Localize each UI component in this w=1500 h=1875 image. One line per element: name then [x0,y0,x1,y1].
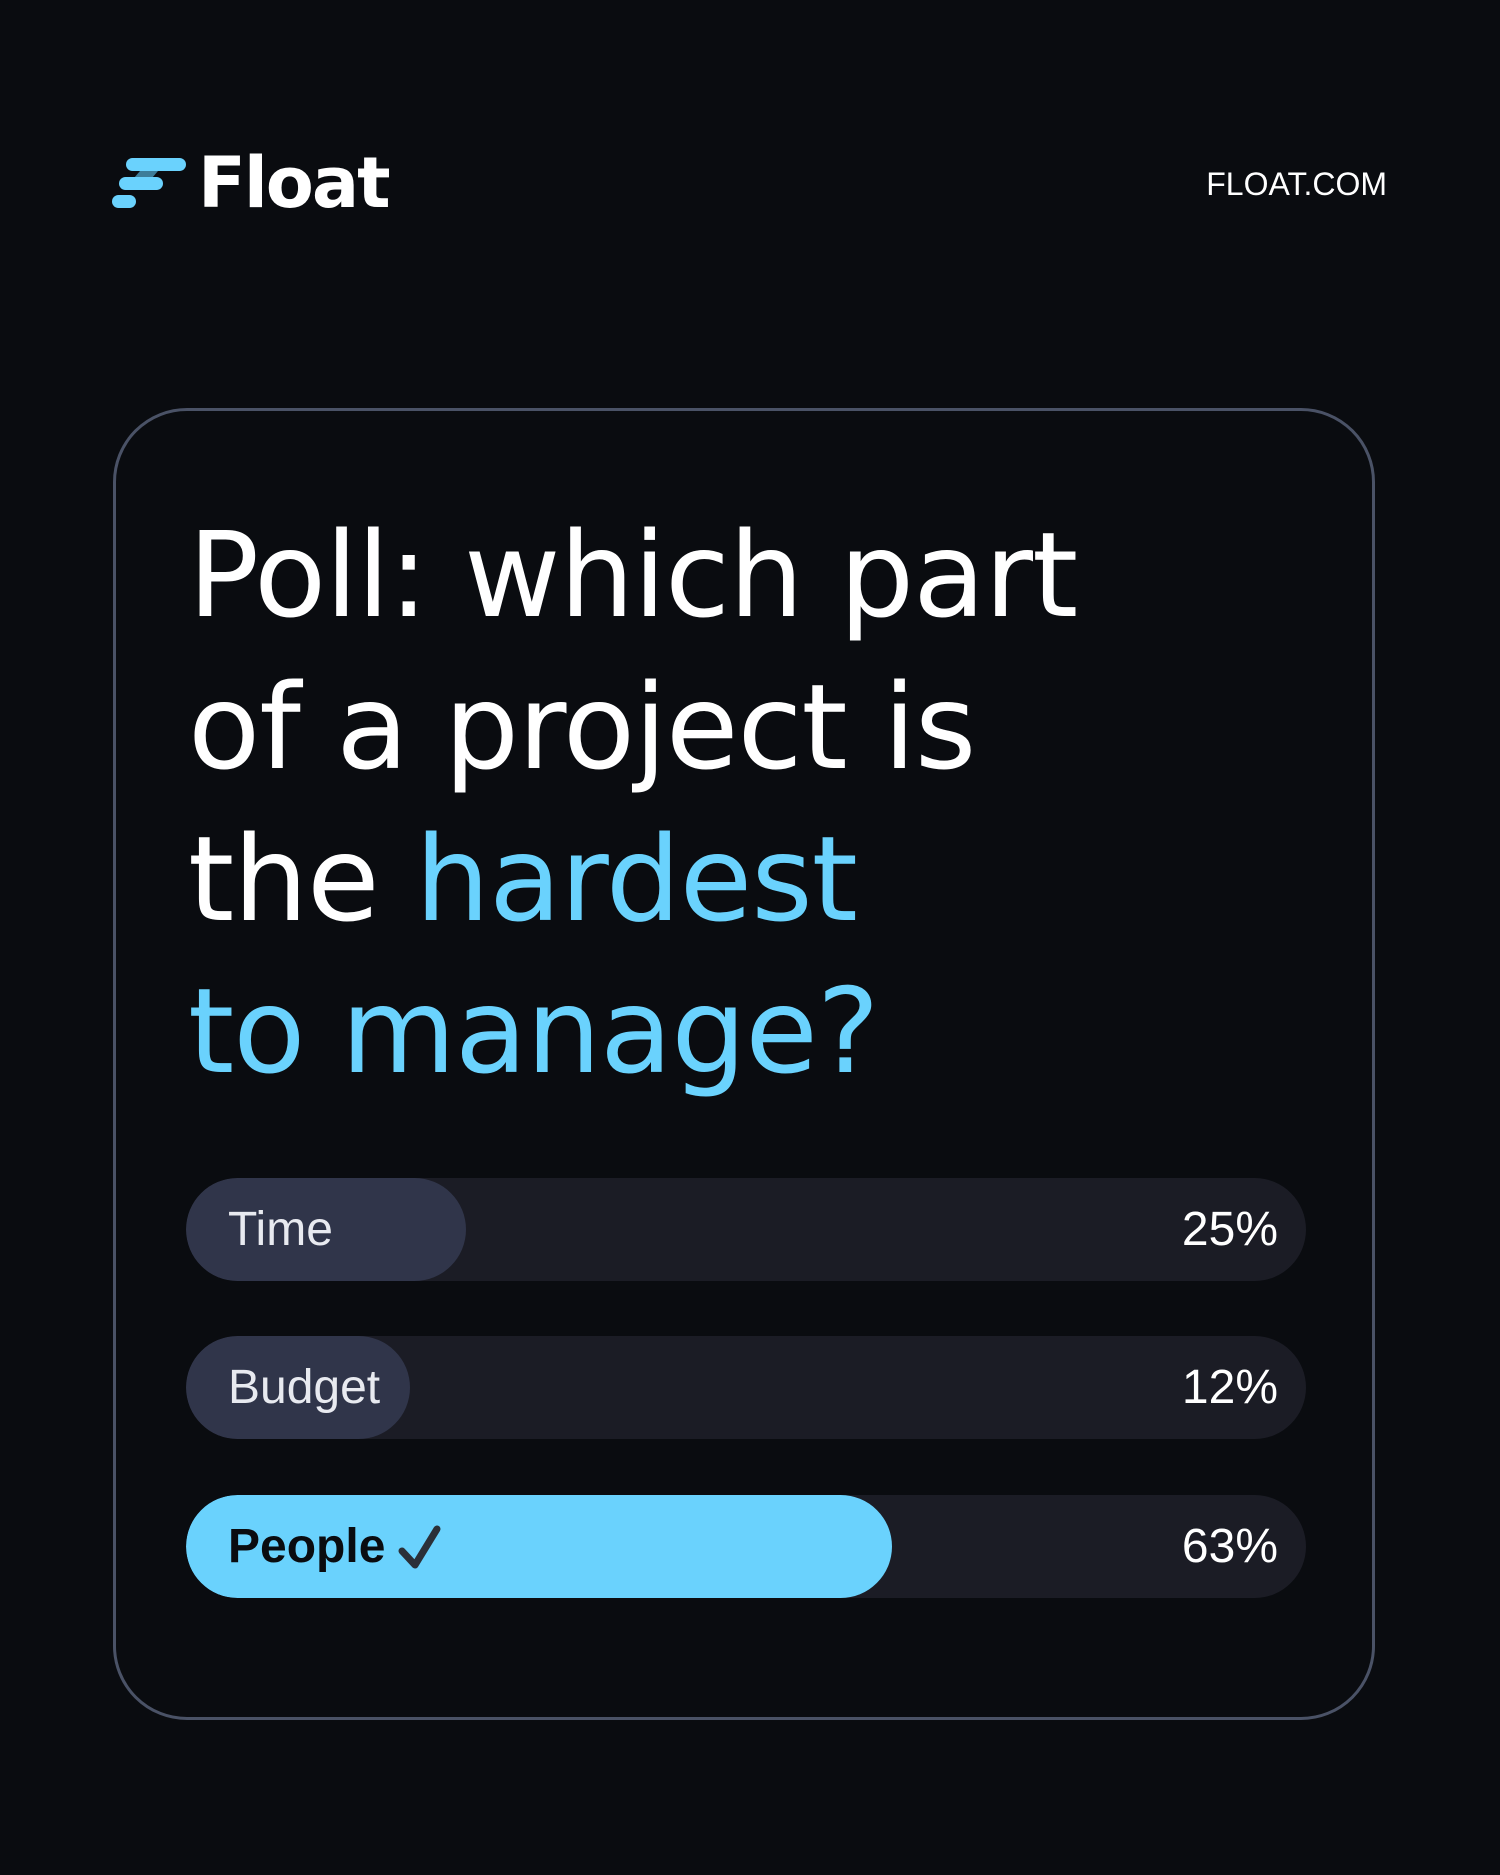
poll-option-budget[interactable]: Budget 12% [186,1336,1306,1439]
poll-option-people[interactable]: People 63% [186,1495,1306,1598]
title-highlight-1: hardest [415,810,858,948]
title-highlight-2: to manage? [188,962,879,1100]
float-logo-icon [112,158,186,208]
option-percent: 12% [1181,1361,1278,1414]
poll-question: Poll: which part of a project is the har… [188,499,1078,1107]
check-icon [398,1525,441,1568]
option-label: Time [228,1203,333,1256]
title-line-1: Poll: which part [188,506,1078,644]
title-line-2: of a project is [188,658,976,796]
option-fill [186,1178,466,1281]
option-label: Budget [228,1361,381,1414]
title-line-3: the [188,810,416,948]
option-label-text: People [228,1520,386,1573]
option-label: People [228,1495,443,1598]
option-fill [186,1336,410,1439]
option-percent: 63% [1181,1520,1278,1573]
float-logo: Float [112,142,391,224]
option-percent: 25% [1181,1203,1278,1256]
poll-card: Poll: which part of a project is the har… [113,408,1375,1720]
poll-option-time[interactable]: Time 25% [186,1178,1306,1281]
option-fill [186,1495,892,1598]
site-url[interactable]: FLOAT.COM [1206,166,1387,202]
logo-text: Float [198,142,391,224]
